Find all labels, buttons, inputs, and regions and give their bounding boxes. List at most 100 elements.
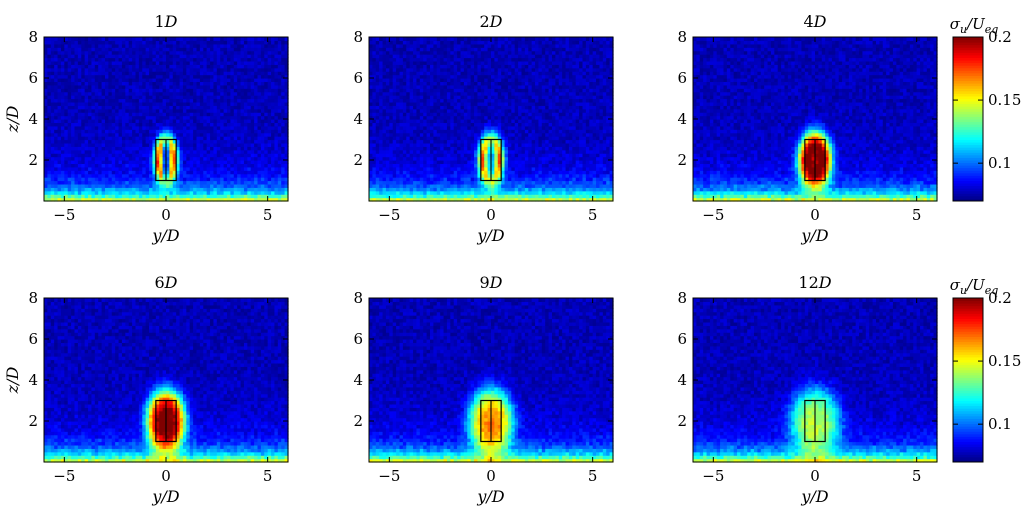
heatmap-cell (74, 81, 79, 86)
heatmap-cell (71, 180, 76, 185)
heatmap-cell (77, 40, 82, 45)
heatmap-cell (91, 187, 96, 192)
heatmap-cell (47, 60, 52, 65)
heatmap-cell (145, 60, 150, 65)
heatmap-cell (206, 166, 211, 171)
heatmap-cell (44, 98, 48, 103)
heatmap-cell (81, 50, 86, 55)
heatmap-cell (223, 60, 228, 65)
heatmap-cell (47, 108, 52, 113)
heatmap-cell (172, 78, 177, 83)
heatmap-cell (220, 84, 225, 89)
heatmap-cell (64, 183, 69, 188)
heatmap-cell (64, 71, 69, 76)
heatmap-cell (203, 197, 208, 202)
heatmap-cell (98, 91, 103, 96)
heatmap-cell (142, 156, 147, 161)
heatmap-cell (115, 57, 120, 62)
heatmap-cell (155, 95, 160, 100)
heatmap-cell (101, 132, 106, 137)
heatmap-cell (115, 81, 120, 86)
heatmap-cell (115, 160, 120, 165)
heatmap-cell (71, 101, 76, 106)
heatmap-cell (213, 173, 218, 178)
heatmap-cell (74, 129, 79, 134)
heatmap-cell (182, 183, 187, 188)
heatmap-cell (44, 67, 48, 72)
heatmap-cell (223, 139, 228, 144)
heatmap-cell (132, 98, 137, 103)
heatmap-cell (67, 160, 72, 165)
heatmap-cell (57, 112, 62, 117)
heatmap-cell (64, 180, 69, 185)
heatmap-cell (145, 115, 150, 120)
heatmap-cell (193, 194, 198, 199)
heatmap-cell (213, 122, 218, 127)
heatmap-cell (138, 139, 143, 144)
heatmap-cell (152, 146, 157, 151)
heatmap-cell (196, 122, 201, 127)
heatmap-cell (125, 47, 130, 52)
heatmap-cell (121, 88, 126, 93)
heatmap-cell (132, 67, 137, 72)
heatmap-cell (77, 194, 82, 199)
heatmap-cell (189, 136, 194, 141)
heatmap-cell (182, 115, 187, 120)
heatmap-cell (94, 78, 99, 83)
heatmap-cell (213, 112, 218, 117)
heatmap-cell (186, 129, 191, 134)
heatmap-cell (101, 101, 106, 106)
heatmap-cell (203, 149, 208, 154)
heatmap-cell (77, 183, 82, 188)
heatmap-cell (199, 125, 204, 130)
heatmap-cell (67, 37, 72, 42)
heatmap-cell (125, 95, 130, 100)
heatmap-cell (182, 125, 187, 130)
heatmap-cell (186, 153, 191, 158)
heatmap-cell (101, 187, 106, 192)
heatmap-cell (60, 194, 65, 199)
heatmap-cell (74, 112, 79, 117)
heatmap-cell (88, 112, 93, 117)
heatmap-cell (132, 170, 137, 175)
heatmap-cell (152, 74, 157, 79)
heatmap-cell (210, 122, 215, 127)
heatmap-cell (81, 173, 86, 178)
heatmap-cell (57, 129, 62, 134)
heatmap-cell (159, 142, 164, 147)
heatmap-cell (149, 74, 154, 79)
heatmap-cell (135, 112, 140, 117)
heatmap-cell (105, 149, 109, 154)
heatmap-cell (88, 91, 93, 96)
heatmap-cell (91, 91, 96, 96)
heatmap-cell (142, 194, 147, 199)
heatmap-cell (135, 108, 140, 113)
heatmap-cell (47, 91, 52, 96)
heatmap-cell (84, 163, 89, 168)
heatmap-cell (132, 156, 137, 161)
heatmap-cell (223, 197, 228, 202)
heatmap-cell (159, 166, 164, 171)
heatmap-cell (179, 139, 184, 144)
heatmap-cell (47, 37, 52, 42)
heatmap-cell (84, 71, 89, 76)
heatmap-cell (176, 119, 181, 124)
heatmap-cell (98, 142, 103, 147)
heatmap-cell (203, 57, 208, 62)
heatmap-cell (111, 173, 116, 178)
heatmap-cell (101, 129, 106, 134)
heatmap-cell (186, 74, 191, 79)
heatmap-cell (169, 40, 174, 45)
heatmap-cell (199, 67, 204, 72)
heatmap-cell (84, 142, 89, 147)
heatmap-cell (77, 156, 82, 161)
heatmap-cell (74, 180, 79, 185)
heatmap-cell (94, 108, 99, 113)
heatmap-cell (132, 43, 137, 48)
heatmap-cell (98, 88, 103, 93)
heatmap-cell (152, 197, 157, 202)
heatmap-cell (186, 166, 191, 171)
heatmap-cell (152, 84, 157, 89)
heatmap-cell (138, 122, 143, 127)
heatmap-cell (199, 119, 204, 124)
